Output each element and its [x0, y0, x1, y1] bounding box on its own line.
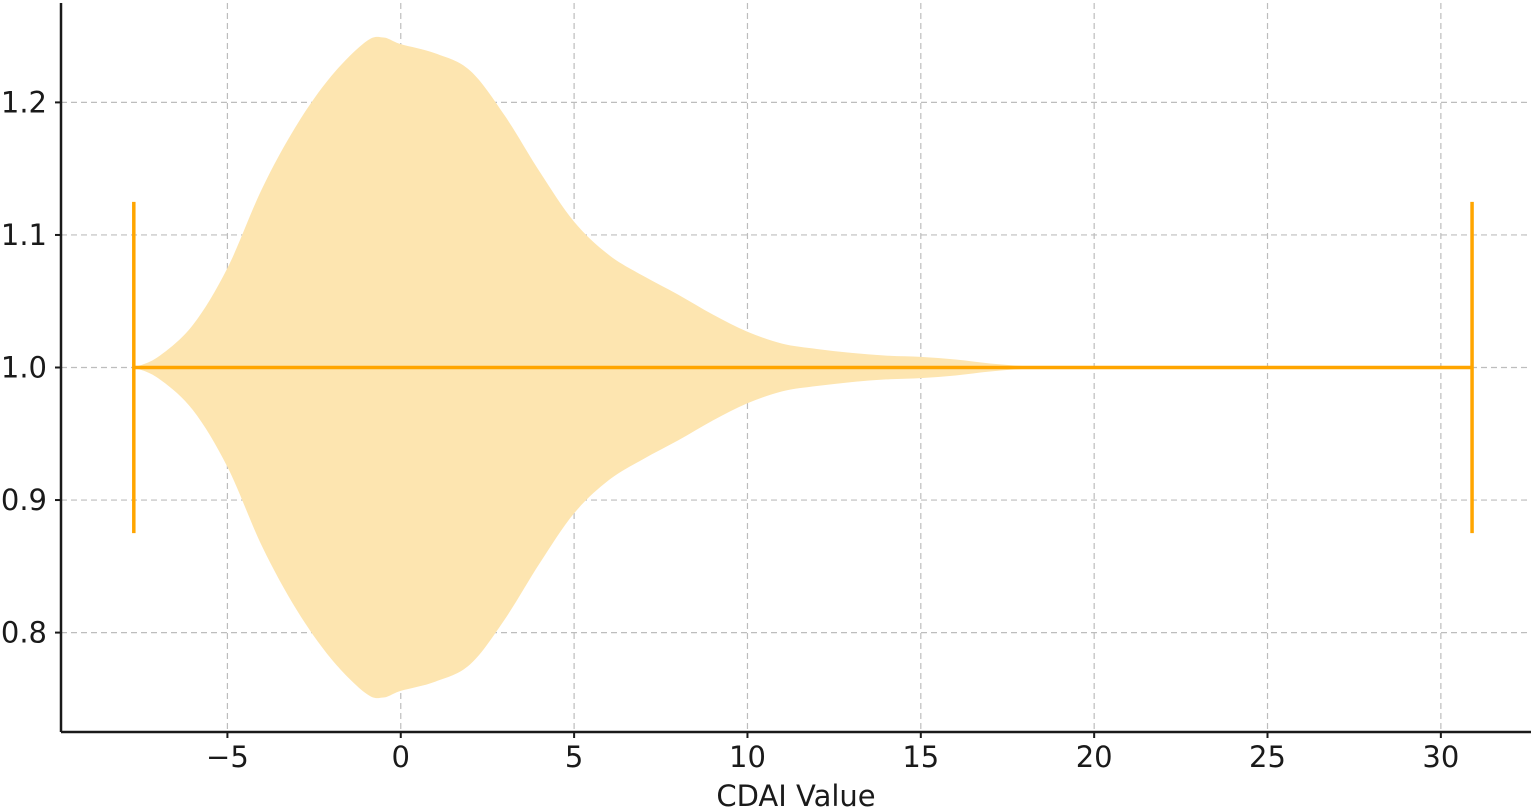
- x-tick-label: 20: [1076, 740, 1113, 774]
- x-tick-label: 5: [565, 740, 583, 774]
- x-tick-label: 0: [392, 740, 410, 774]
- y-tick-label: 1.2: [1, 85, 47, 119]
- y-tick-label: 1.0: [1, 351, 47, 385]
- x-tick-label: 25: [1249, 740, 1286, 774]
- x-tick-label: 15: [902, 740, 939, 774]
- y-ticks: 0.8 0.9 1.0 1.1 1.2: [1, 85, 61, 650]
- x-tick-label: 10: [729, 740, 766, 774]
- x-tick-label: −5: [206, 740, 249, 774]
- y-tick-label: 0.9: [1, 483, 47, 517]
- x-tick-label: 30: [1422, 740, 1459, 774]
- violin-lines: [132, 201, 1474, 534]
- x-ticks: −5 0 5 10 15 20 25 30: [206, 732, 1459, 774]
- y-tick-label: 1.1: [1, 218, 47, 252]
- x-axis-label: CDAI Value: [716, 779, 875, 812]
- y-tick-label: 0.8: [1, 616, 47, 650]
